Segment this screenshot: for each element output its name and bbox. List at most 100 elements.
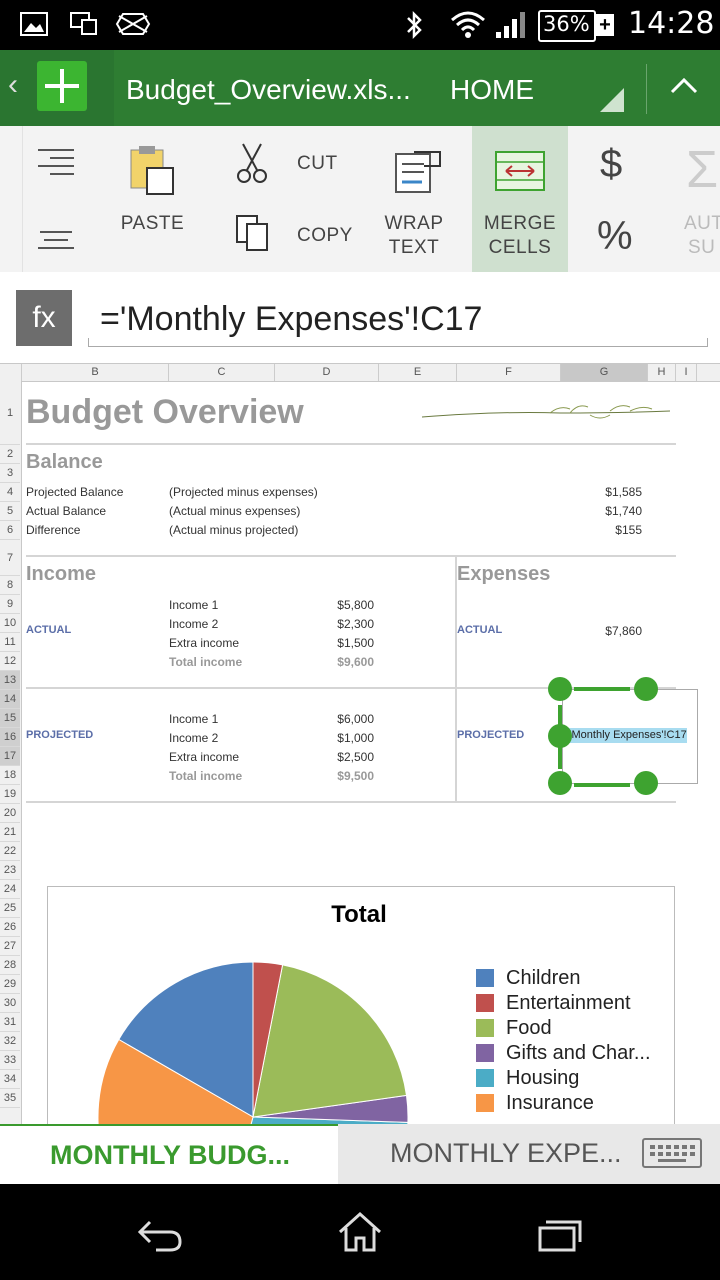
keyboard-toggle-icon[interactable] (642, 1138, 702, 1168)
income-item-label: Extra income (169, 750, 240, 764)
currency-format-button[interactable]: $ (600, 142, 623, 186)
back-logo-button[interactable]: ‹ (0, 50, 114, 126)
row-header[interactable]: 10 (0, 614, 20, 633)
selection-top-bar (574, 687, 630, 691)
row-header[interactable]: 7 (0, 540, 20, 576)
selection-handle-mid-left[interactable] (548, 724, 572, 748)
row-header[interactable]: 28 (0, 956, 20, 975)
balance-label: Difference (26, 523, 81, 537)
chart-title: Total (331, 901, 387, 928)
cut-label: CUT (297, 153, 338, 174)
formula-underline (88, 346, 708, 347)
balance-desc: (Actual minus projected) (169, 523, 299, 537)
cell-editor-text[interactable]: ='Monthly Expenses'!C17 (563, 728, 687, 743)
selection-handle-top-right[interactable] (634, 677, 658, 701)
pie-chart[interactable]: Total Children Entertainment Food Gifts … (47, 886, 675, 1125)
autosum-button[interactable]: Σ AUT SU (672, 126, 720, 272)
income-total-label: Total income (169, 769, 243, 783)
divider (646, 64, 647, 114)
paste-button[interactable]: PASTE (105, 126, 200, 272)
row-header[interactable]: 11 (0, 633, 20, 652)
menu-home-tab[interactable]: HOME (450, 74, 534, 105)
row-header[interactable]: 13 (0, 671, 20, 690)
expenses-actual-value: $7,860 (605, 624, 642, 638)
column-header[interactable]: E (379, 364, 457, 381)
row-header[interactable]: 32 (0, 1032, 20, 1051)
row-header[interactable]: 27 (0, 937, 20, 956)
row-header[interactable]: 19 (0, 785, 20, 804)
fx-button[interactable]: fx (16, 290, 72, 346)
row-header[interactable]: 23 (0, 861, 20, 880)
row-header[interactable]: 4 (0, 483, 20, 502)
row-header[interactable]: 9 (0, 595, 20, 614)
cell-signal-icon (496, 12, 525, 38)
row-header[interactable]: 29 (0, 975, 20, 994)
selection-handle-bottom-right[interactable] (634, 771, 658, 795)
row-header[interactable]: 6 (0, 521, 20, 540)
column-headers: B C D E F G H I (0, 363, 720, 382)
percent-format-button[interactable]: % (597, 214, 633, 258)
app-bar: ‹ Budget_Overview.xls... HOME (0, 50, 720, 126)
row-header[interactable]: 35 (0, 1089, 20, 1108)
selection-handle-top-left[interactable] (548, 677, 572, 701)
row-header[interactable]: 26 (0, 918, 20, 937)
income-item-label: Income 1 (169, 598, 219, 612)
column-header-selected[interactable]: G (561, 364, 648, 381)
cut-button[interactable]: CUT (225, 136, 370, 196)
column-header[interactable]: F (457, 364, 561, 381)
row-header[interactable]: 33 (0, 1051, 20, 1070)
row-header[interactable]: 21 (0, 823, 20, 842)
income-total-label: Total income (169, 655, 243, 669)
row-header[interactable]: 16 (0, 728, 20, 747)
legend-swatch (476, 1069, 494, 1087)
column-header[interactable]: B (22, 364, 169, 381)
dropdown-corner-icon[interactable] (600, 88, 624, 112)
tab-monthly-budget[interactable]: MONTHLY BUDG... (0, 1124, 338, 1184)
row-header[interactable]: 1 (0, 381, 20, 445)
merge-cells-button[interactable]: MERGE CELLS (472, 126, 568, 272)
row-header[interactable]: 24 (0, 880, 20, 899)
tab-monthly-expenses[interactable]: MONTHLY EXPE... (340, 1124, 640, 1184)
selection-handle-bottom-left[interactable] (548, 771, 572, 795)
cell-editor[interactable]: ='Monthly Expenses'!C17 (562, 689, 698, 784)
column-header[interactable]: H (648, 364, 676, 381)
income-actual-label: ACTUAL (26, 624, 72, 636)
row-header[interactable]: 18 (0, 766, 20, 785)
copy-button[interactable]: COPY (225, 206, 370, 266)
formula-input[interactable]: ='Monthly Expenses'!C17 (100, 300, 483, 338)
row-header[interactable]: 30 (0, 994, 20, 1013)
row-header[interactable]: 3 (0, 464, 20, 483)
row-header[interactable]: 22 (0, 842, 20, 861)
row-header[interactable]: 31 (0, 1013, 20, 1032)
row-header[interactable]: 20 (0, 804, 20, 823)
wrap-text-button[interactable]: WRAP TEXT (378, 126, 468, 272)
row-header[interactable]: 8 (0, 576, 20, 595)
home-icon[interactable] (336, 1210, 384, 1254)
align-right-icon[interactable] (36, 146, 76, 182)
row-header[interactable]: 34 (0, 1070, 20, 1089)
row-header[interactable]: 15 (0, 709, 20, 728)
row-header[interactable]: 25 (0, 899, 20, 918)
recent-apps-icon[interactable] (536, 1216, 584, 1254)
gallery-icon (20, 12, 48, 36)
column-header[interactable]: I (676, 364, 697, 381)
select-all-corner[interactable] (0, 364, 22, 381)
back-icon[interactable] (136, 1218, 184, 1252)
wifi-icon (451, 11, 485, 38)
sheet-grid[interactable]: Budget Overview Balance Projected Balanc… (22, 381, 720, 1125)
row-header[interactable]: 17 (0, 747, 20, 766)
column-header[interactable]: C (169, 364, 275, 381)
pie-slice (250, 1116, 409, 1125)
row-header[interactable]: 14 (0, 690, 20, 709)
column-header[interactable]: D (275, 364, 379, 381)
income-projected-label: PROJECTED (26, 729, 94, 741)
pie-chart-plot (98, 961, 409, 1125)
align-bottom-icon[interactable] (36, 226, 76, 250)
row-header[interactable]: 5 (0, 502, 20, 521)
charging-icon: + (596, 14, 614, 36)
row-header[interactable]: 2 (0, 445, 20, 464)
collapse-chevron-up-icon[interactable] (670, 76, 698, 96)
row-header[interactable]: 12 (0, 652, 20, 671)
file-name[interactable]: Budget_Overview.xls... (126, 74, 411, 105)
legend-label: Housing (506, 1067, 580, 1089)
